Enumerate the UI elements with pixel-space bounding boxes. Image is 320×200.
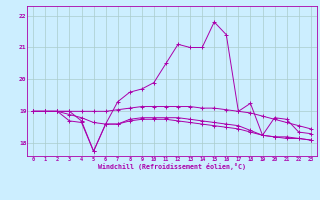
X-axis label: Windchill (Refroidissement éolien,°C): Windchill (Refroidissement éolien,°C): [98, 163, 246, 170]
